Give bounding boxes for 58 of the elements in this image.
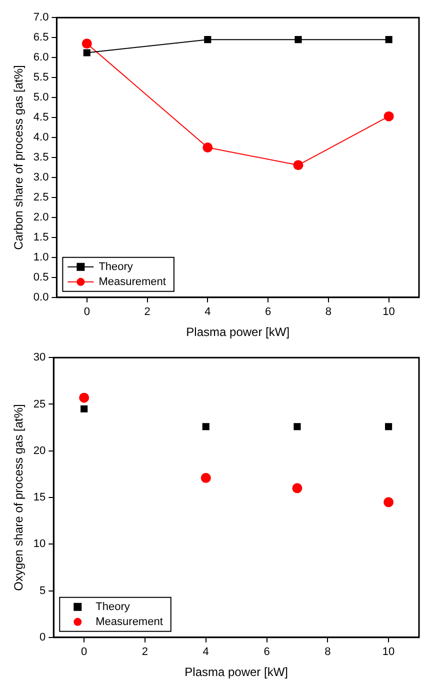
- y-tick-label: 6.5: [33, 32, 49, 44]
- legend-label: Measurement: [98, 276, 166, 288]
- x-tick-label: 4: [204, 306, 211, 318]
- point: [294, 36, 302, 44]
- y-axis-title: Carbon share of process gas [at%]: [12, 65, 26, 250]
- legend-label: Theory: [96, 600, 130, 613]
- x-tick-label: 8: [324, 646, 331, 658]
- y-tick-label: 2.0: [33, 211, 49, 224]
- y-tick-label: 15: [33, 492, 46, 504]
- x-tick-label: 0: [81, 646, 88, 658]
- point: [384, 111, 394, 122]
- x-tick-label: 10: [382, 306, 395, 318]
- point: [294, 423, 301, 430]
- x-axis-title: Plasma power [kW]: [184, 665, 288, 680]
- y-tick-label: 5: [40, 584, 46, 597]
- x-tick-label: 6: [264, 306, 272, 318]
- y-tick-label: 0: [40, 631, 46, 644]
- y-tick-label: 0.5: [33, 271, 49, 284]
- y-tick-label: 1.5: [33, 231, 49, 244]
- legend-label: Theory: [98, 260, 134, 273]
- y-tick-label: 0.0: [33, 291, 49, 304]
- y-tick-label: 6.0: [33, 52, 49, 64]
- x-tick-label: 2: [144, 306, 150, 318]
- point: [204, 36, 212, 44]
- y-tick-label: 4.0: [33, 132, 49, 144]
- y-tick-label: 7.0: [33, 12, 49, 24]
- y-tick-label: 1.0: [33, 251, 49, 264]
- point: [202, 142, 213, 153]
- point: [384, 497, 394, 508]
- point: [83, 49, 90, 56]
- point: [80, 405, 88, 412]
- x-tick-label: 8: [325, 306, 332, 318]
- point: [385, 36, 392, 44]
- y-tick-label: 20: [33, 444, 46, 457]
- x-tick-label: 2: [142, 646, 148, 658]
- x-tick-label: 10: [382, 646, 395, 658]
- point: [202, 423, 210, 430]
- x-tick-label: 0: [84, 306, 90, 318]
- y-tick-label: 5.0: [33, 92, 49, 104]
- y-tick-label: 4.5: [33, 112, 49, 124]
- y-tick-label: 2.5: [33, 192, 49, 204]
- y-axis-title: Oxygen share of process gas [at%]: [12, 404, 26, 591]
- legend-label: Measurement: [96, 616, 163, 628]
- x-tick-label: 6: [264, 646, 270, 658]
- point: [200, 472, 211, 483]
- y-tick-label: 10: [33, 538, 46, 550]
- point: [79, 392, 90, 403]
- point: [293, 160, 304, 170]
- x-axis-title: Plasma power [kW]: [186, 325, 290, 340]
- y-tick-label: 5.5: [33, 72, 49, 84]
- point: [82, 38, 92, 49]
- point: [385, 423, 392, 430]
- y-tick-label: 3.0: [33, 172, 49, 184]
- y-tick-label: 25: [33, 398, 46, 410]
- y-tick-label: 30: [33, 352, 46, 364]
- x-tick-label: 4: [202, 646, 209, 658]
- point: [292, 483, 302, 494]
- y-tick-label: 3.5: [33, 152, 49, 164]
